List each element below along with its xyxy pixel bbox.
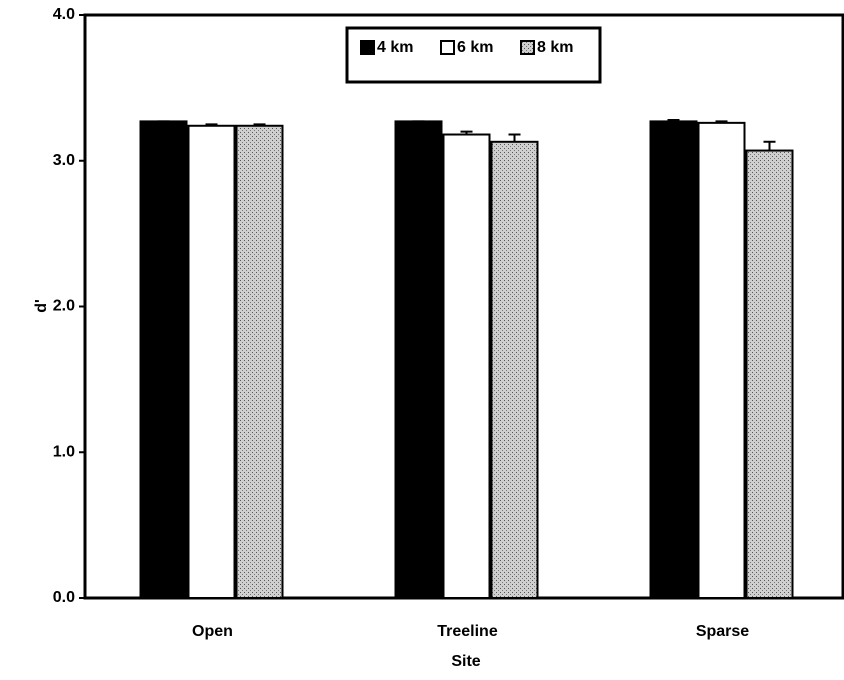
y-axis-label: d' [33, 299, 50, 313]
y-tick-label: 4.0 [53, 6, 75, 23]
bar [697, 121, 746, 599]
legend-box [345, 26, 602, 84]
y-tick-label: 2.0 [53, 298, 75, 315]
x-tick-label: Sparse [696, 623, 749, 640]
x-axis-label: Site [451, 653, 480, 670]
error-bar [205, 123, 218, 126]
error-bar [763, 140, 776, 151]
x-tick-label: Treeline [437, 623, 498, 640]
bar [139, 120, 188, 600]
error-bar [460, 130, 473, 135]
y-tick-label: 0.0 [53, 589, 75, 606]
x-tick-label: Open [192, 623, 233, 640]
bar [187, 124, 236, 600]
legend-swatch [360, 40, 375, 55]
bar [442, 133, 491, 599]
y-tick-label: 3.0 [53, 152, 75, 169]
bar-texture [492, 142, 537, 598]
legend-label: 6 km [457, 39, 493, 56]
bar-texture [237, 126, 282, 598]
y-tick-label: 1.0 [53, 443, 75, 460]
bar-texture [747, 151, 792, 598]
legend-swatch-texture [522, 42, 533, 53]
error-bar [508, 133, 521, 142]
error-bar [667, 118, 680, 122]
bar [649, 120, 698, 600]
error-bar [253, 123, 266, 126]
legend-label: 4 km [377, 39, 413, 56]
legend-label: 8 km [537, 39, 573, 56]
error-bar [715, 120, 728, 123]
bar [394, 120, 443, 600]
legend-swatch [440, 40, 455, 55]
